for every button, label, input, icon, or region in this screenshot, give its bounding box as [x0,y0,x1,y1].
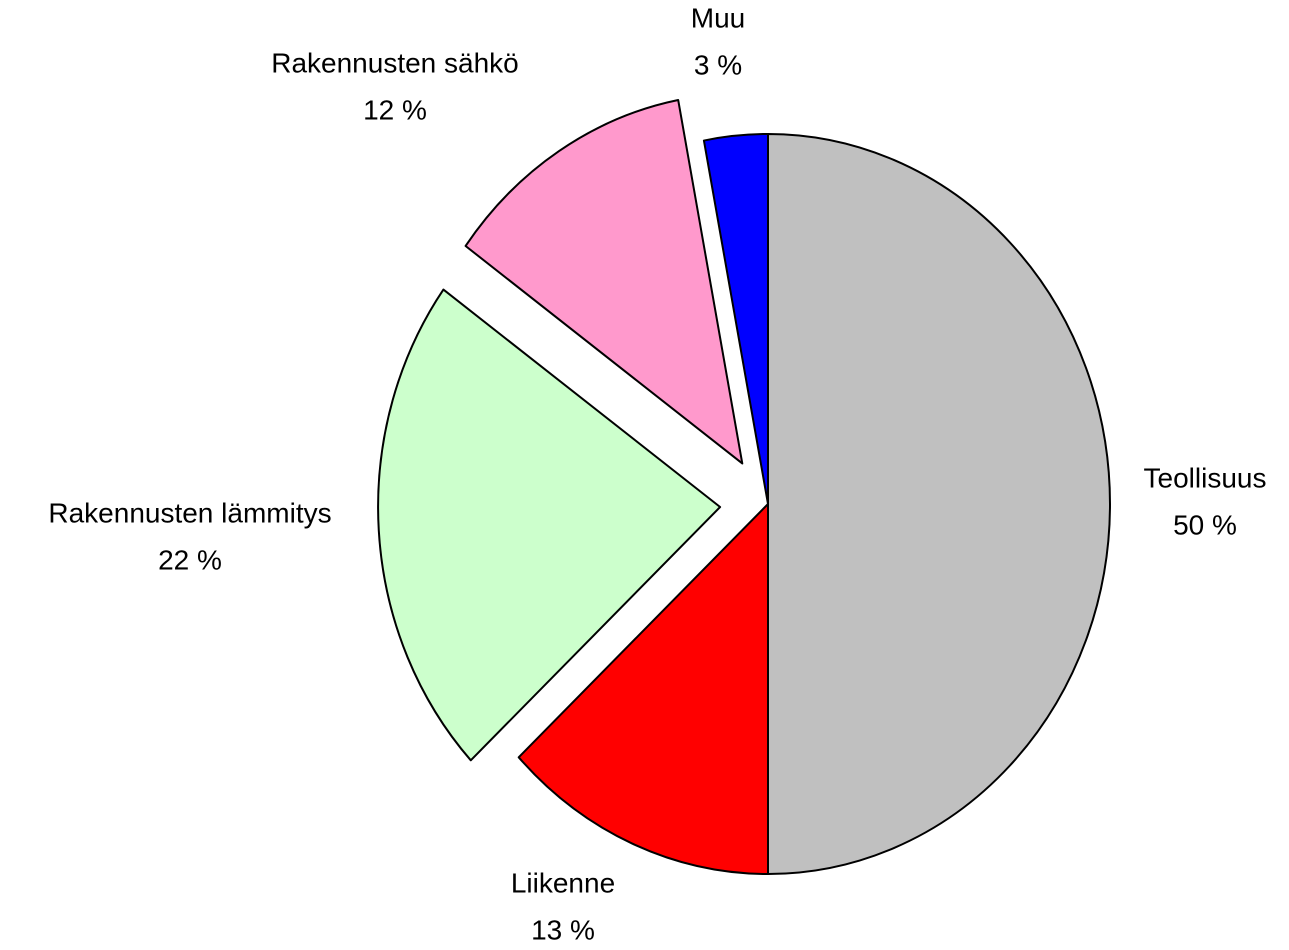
slice-label: Rakennusten lämmitys [48,497,331,528]
slice-value-label: 50 % [1173,509,1237,540]
slice-value-label: 3 % [694,49,742,80]
pie-slice [767,133,1111,875]
slice-label: Teollisuus [1144,462,1267,493]
pie-slice [702,133,769,505]
slice-value-label: 12 % [363,94,427,125]
slice-value-label: 13 % [531,914,595,945]
slice-value-label: 22 % [158,544,222,575]
pie-slice [377,288,722,762]
slice-label: Liikenne [511,867,615,898]
pie-slice [464,99,744,465]
pie-slice [517,503,769,875]
slice-label: Rakennusten sähkö [271,47,519,78]
slice-label: Muu [691,2,745,33]
